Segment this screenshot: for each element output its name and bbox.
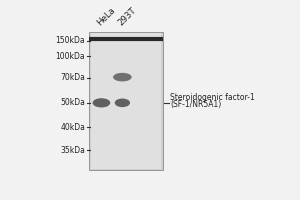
Bar [89, 32, 163, 170]
Text: 40kDa: 40kDa [60, 123, 85, 132]
Ellipse shape [115, 99, 130, 107]
Text: Steroidogenic factor-1: Steroidogenic factor-1 [170, 93, 255, 102]
Text: 293T: 293T [116, 6, 138, 28]
Bar [91, 33, 161, 169]
Text: 35kDa: 35kDa [60, 146, 85, 155]
Text: 70kDa: 70kDa [60, 73, 85, 82]
Ellipse shape [93, 98, 110, 107]
Text: 100kDa: 100kDa [56, 52, 85, 61]
Text: 50kDa: 50kDa [60, 98, 85, 107]
Text: (SF-1/NR5A1): (SF-1/NR5A1) [170, 100, 222, 109]
Ellipse shape [113, 73, 132, 81]
Text: 150kDa: 150kDa [56, 36, 85, 45]
Text: HeLa: HeLa [95, 6, 117, 28]
